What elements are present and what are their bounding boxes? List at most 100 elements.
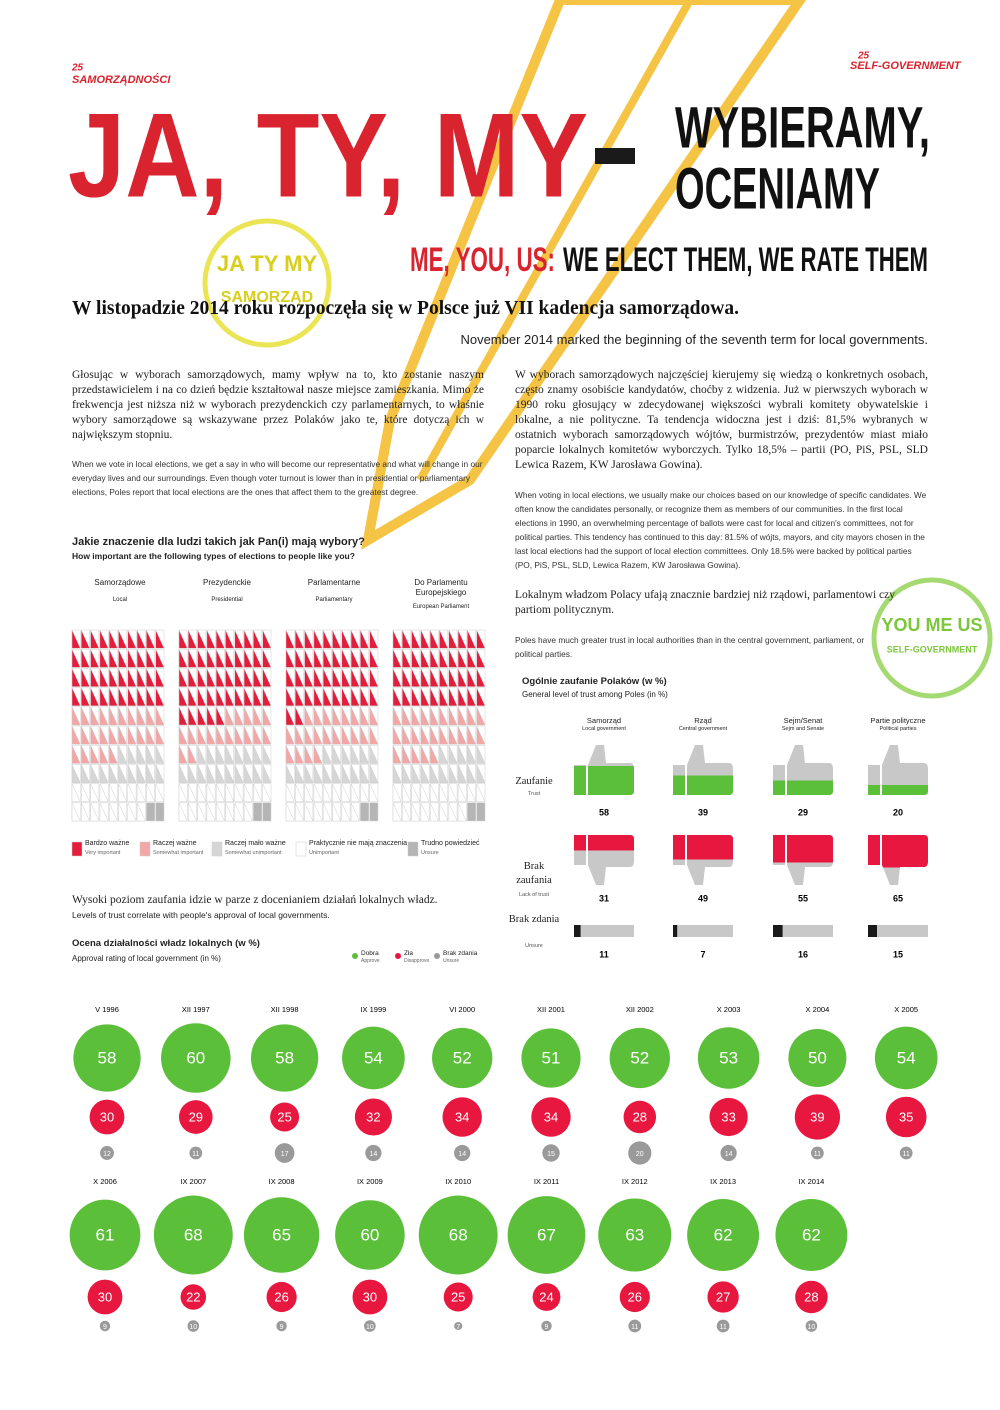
cell-mark — [81, 649, 90, 668]
cell-mark — [476, 649, 486, 668]
cell-mark — [439, 783, 449, 803]
cell-mark — [262, 706, 272, 726]
cell-mark — [215, 668, 225, 687]
cell-mark — [155, 668, 165, 687]
cell-mark — [392, 649, 402, 668]
cell-mark — [146, 706, 156, 726]
cell-mark — [313, 745, 323, 764]
cell-mark — [225, 629, 235, 649]
cell-mark — [476, 725, 486, 745]
cell-mark — [457, 802, 467, 822]
legend-swatch — [295, 841, 307, 857]
cell-mark — [341, 668, 351, 687]
bubble — [454, 1144, 471, 1162]
cell-mark — [225, 649, 235, 668]
value-label: 32 — [366, 1109, 380, 1124]
logo: SAMORZĄDNOŚCI — [72, 73, 171, 86]
cell-mark — [206, 783, 216, 803]
cell-mark — [99, 745, 109, 764]
stamp-text: JA TY MY — [217, 251, 318, 276]
cell-mark — [188, 783, 197, 803]
cell-mark — [332, 629, 342, 649]
cell-mark — [188, 629, 197, 649]
cell-mark — [253, 649, 263, 668]
cell-mark — [262, 649, 272, 668]
category-label-en: Sejm and Senate — [781, 726, 825, 732]
category-label-en: Local government — [582, 726, 626, 732]
cell-mark — [285, 706, 295, 726]
cell-mark — [313, 649, 323, 668]
bubble — [507, 1196, 586, 1274]
cell-mark — [155, 706, 165, 726]
stamp-text: SELF-GOVERNMENT — [887, 644, 978, 654]
legend-label-en: Somewhat important — [153, 850, 204, 856]
thumb-base — [868, 745, 928, 795]
cell-mark — [476, 706, 486, 726]
cell-mark — [411, 629, 421, 649]
cell-mark — [457, 668, 467, 687]
cell-mark — [118, 783, 128, 803]
pictogram-segment — [178, 783, 272, 822]
value-label: 14 — [725, 1151, 733, 1158]
category-label: Prezydenckie — [202, 578, 252, 587]
cell-mark — [225, 764, 235, 783]
cell-mark — [127, 629, 137, 649]
cell-mark — [304, 649, 314, 668]
cell-mark — [341, 687, 351, 707]
cell-mark — [332, 706, 342, 726]
cell-mark — [81, 668, 90, 687]
cell-mark — [448, 668, 458, 687]
cell-mark — [429, 783, 439, 803]
value-label: 26 — [274, 1289, 288, 1304]
cell — [262, 802, 272, 822]
pencil-line — [416, 0, 694, 482]
value-label: 16 — [798, 949, 808, 959]
cell-mark — [206, 725, 216, 745]
cell-mark — [420, 668, 430, 687]
cell-mark — [118, 764, 128, 783]
cell-mark — [295, 764, 304, 783]
thumb-fill — [868, 835, 928, 868]
cell-mark — [253, 629, 263, 649]
bubble — [709, 1097, 748, 1137]
date-label: X 2005 — [894, 1005, 918, 1014]
value-label: 51 — [542, 1048, 561, 1067]
pictogram-segment — [285, 744, 379, 783]
cell-mark — [332, 745, 342, 764]
value-label: 58 — [98, 1048, 117, 1067]
cell-mark — [439, 629, 449, 649]
cell-mark — [448, 687, 458, 707]
thumb — [574, 835, 634, 885]
cell-mark — [234, 668, 244, 687]
cell-mark — [313, 802, 323, 822]
bubble — [598, 1198, 672, 1272]
cell-mark — [420, 706, 430, 726]
cell-mark — [341, 802, 351, 822]
cell-mark — [206, 745, 216, 764]
cell-mark — [411, 687, 421, 707]
pictogram-segment — [467, 802, 486, 822]
legend-label-en: Unimportant — [309, 850, 339, 856]
cell-mark — [322, 706, 332, 726]
legend-label: Trudno powiedzieć — [421, 840, 480, 847]
cell-mark — [262, 725, 272, 745]
cell-mark — [234, 706, 244, 726]
date-label: IX 2013 — [710, 1177, 736, 1186]
bubble — [270, 1102, 300, 1132]
value-label: 50 — [808, 1048, 827, 1067]
cell-mark — [467, 764, 477, 783]
bubble — [418, 1195, 498, 1275]
cell-mark — [476, 764, 486, 783]
cell-mark — [439, 668, 449, 687]
cell-mark — [234, 764, 244, 783]
cell-mark — [392, 725, 402, 745]
cell-mark — [439, 725, 449, 745]
pictogram-segment — [71, 783, 165, 822]
cell-mark — [350, 745, 360, 764]
value-label: 55 — [798, 893, 808, 903]
cell-mark — [262, 629, 272, 649]
bar — [773, 925, 783, 937]
cell-mark — [429, 629, 439, 649]
thumb-fill — [773, 780, 833, 795]
category-label: Samorządowe — [94, 578, 146, 587]
